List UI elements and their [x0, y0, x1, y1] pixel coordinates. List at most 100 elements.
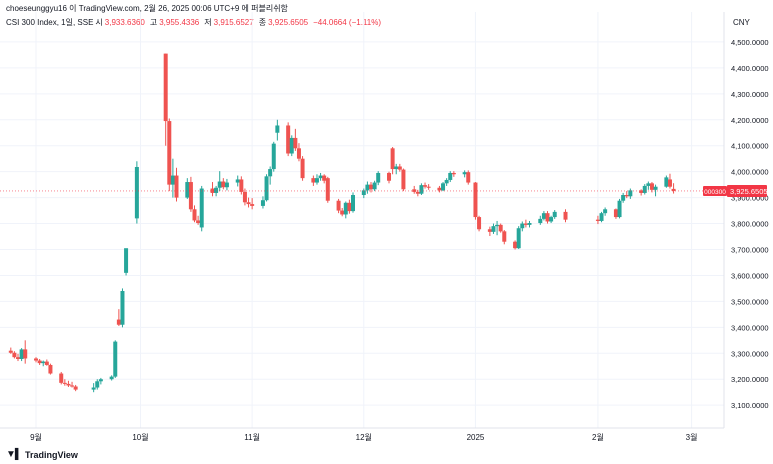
- candle-up: [365, 181, 370, 194]
- candle-body: [653, 186, 658, 190]
- candle-body: [538, 218, 543, 224]
- y-tick-label: 4,200.0000: [731, 116, 769, 125]
- candle-down: [426, 184, 431, 190]
- candle-down: [8, 347, 13, 354]
- candle-down: [293, 128, 298, 151]
- candle-body: [397, 166, 402, 170]
- candle-up: [376, 171, 381, 186]
- candle-body: [19, 349, 24, 359]
- candle-down: [502, 230, 507, 245]
- candle-body: [311, 178, 316, 183]
- candle-body: [44, 361, 49, 365]
- candle-body: [224, 182, 229, 188]
- candle-down: [221, 178, 226, 190]
- open-label: 시: [95, 18, 103, 27]
- candle-down: [390, 147, 395, 175]
- candle-body: [250, 204, 255, 206]
- candle-body: [73, 386, 78, 390]
- candle-body: [347, 202, 352, 212]
- candle-body: [639, 190, 644, 193]
- symbol-tag-bg: [703, 185, 727, 196]
- candle-body: [242, 191, 247, 203]
- candle-body: [545, 213, 550, 222]
- candle-body: [163, 53, 168, 122]
- candle-down: [397, 163, 402, 172]
- candle-body: [361, 190, 366, 196]
- candle-body: [350, 195, 355, 212]
- candle-up: [235, 175, 240, 187]
- candle-down: [242, 188, 247, 206]
- candle-body: [260, 200, 265, 206]
- candle-down: [250, 198, 255, 210]
- candle-down: [62, 379, 67, 386]
- candle-up: [361, 188, 366, 199]
- candle-up: [541, 211, 546, 221]
- candle-up: [642, 184, 647, 195]
- candle-down: [116, 309, 121, 327]
- candle-body: [491, 226, 496, 232]
- candle-up: [372, 180, 377, 192]
- low-label: 저: [204, 18, 212, 27]
- candle-down: [369, 182, 374, 193]
- candle-up: [170, 158, 175, 198]
- candle-body: [271, 143, 276, 170]
- candle-up: [113, 340, 118, 378]
- candle-down: [37, 358, 42, 365]
- y-tick-label: 3,100.0000: [731, 401, 769, 410]
- candle-up: [199, 185, 204, 232]
- candle-down: [671, 183, 676, 194]
- candle-down: [613, 208, 618, 219]
- candle-body: [390, 148, 395, 170]
- tradingview-logo: ▼▌ TradingView: [6, 449, 78, 460]
- candle-body: [246, 202, 251, 205]
- candle-up: [621, 192, 626, 203]
- candle-body: [387, 172, 392, 181]
- high-value: 3,955.4336: [159, 18, 200, 27]
- candle-body: [441, 183, 446, 191]
- candle-body: [314, 178, 319, 183]
- candle-body: [109, 376, 114, 380]
- candle-down: [16, 353, 21, 362]
- candle-body: [134, 166, 139, 219]
- candle-body: [541, 213, 546, 219]
- candle-up: [549, 215, 554, 224]
- time-axis: 9월 10월 11월 12월 2025 2월 3월: [30, 432, 697, 442]
- y-tick-label: 3,700.0000: [731, 245, 769, 254]
- candle-up: [394, 163, 399, 175]
- y-tick-label: 3,600.0000: [731, 271, 769, 280]
- candle-up: [646, 181, 651, 190]
- candle-up: [520, 221, 525, 232]
- y-tick-label: 3,800.0000: [731, 220, 769, 229]
- candle-up: [491, 223, 496, 234]
- candle-body: [210, 188, 215, 193]
- candle-body: [336, 200, 341, 211]
- candle-down: [23, 340, 28, 364]
- candle-down: [296, 143, 301, 162]
- candle-body: [549, 217, 554, 222]
- candle-body: [286, 125, 291, 154]
- candle-body: [289, 137, 294, 154]
- candle-body: [649, 183, 654, 190]
- candle-body: [527, 223, 532, 225]
- candle-body: [343, 202, 348, 215]
- candle-up: [603, 207, 608, 216]
- x-tick-label: 12월: [356, 432, 372, 442]
- change-value: −44.0664 (−1.11%): [313, 18, 382, 27]
- tradingview-mark-icon: ▼▌: [6, 449, 22, 460]
- close-value: 3,925.6505: [268, 18, 309, 27]
- candle-body: [192, 209, 197, 221]
- y-tick-label: 4,500.0000: [731, 38, 769, 47]
- candle-body: [91, 387, 96, 390]
- candle-body: [16, 357, 21, 359]
- high-label: 고: [149, 18, 158, 27]
- close-label: 종: [258, 18, 267, 27]
- candle-down: [192, 205, 197, 223]
- low-value: 3,915.6527: [213, 18, 254, 27]
- candle-body: [325, 178, 330, 201]
- candle-up: [419, 183, 424, 196]
- candle-body: [487, 229, 492, 232]
- candle-body: [34, 358, 39, 361]
- candle-body: [300, 158, 305, 179]
- candle-up: [289, 135, 294, 157]
